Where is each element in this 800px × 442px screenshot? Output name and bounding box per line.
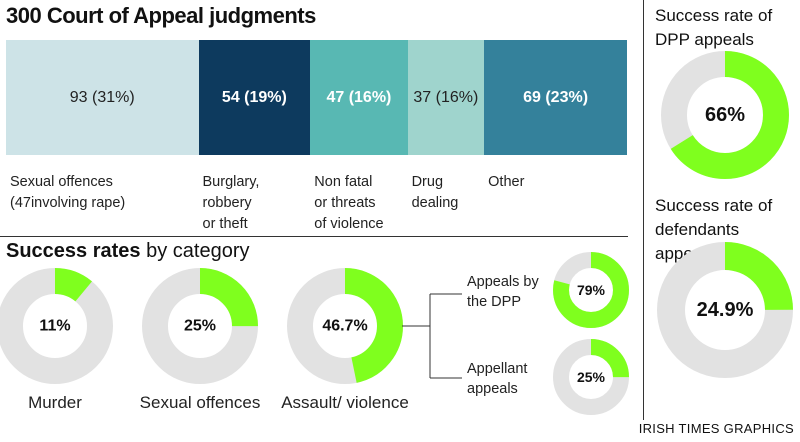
section-divider: [0, 236, 628, 237]
bar-segment: 69 (23%): [484, 40, 627, 155]
branch-donut: 25%: [553, 339, 629, 415]
bar-segment: 93 (31%): [6, 40, 199, 155]
donut-arc: [287, 268, 403, 384]
segment-value-label: 69 (23%): [523, 88, 589, 106]
category-donut-label: Murder: [28, 393, 82, 412]
segment-category-label: Drug dealing: [411, 174, 459, 211]
category-donut: 46.7%: [287, 268, 403, 384]
category-donut: 25%: [142, 268, 258, 384]
donut-arc: [553, 339, 629, 415]
side-divider: [643, 0, 644, 420]
defendants-donut: 24.9%: [657, 242, 793, 378]
donut-arc: [0, 268, 113, 384]
donut-arc: [661, 51, 789, 179]
category-donut-label: Assault/ violence: [281, 393, 409, 412]
branch-label: Appeals by the DPP: [467, 274, 539, 310]
donut-value-label: 25%: [184, 318, 216, 335]
segment-category-label: Other: [488, 174, 525, 190]
stacked-bar: 93 (31%) 54 (19%) 47 (16%) 37 (16%) 69 (23%): [6, 40, 627, 155]
segment-category-label: Burglary, robbery or theft: [202, 174, 260, 232]
bar-segment: 47 (16%): [310, 40, 408, 155]
branch-donut: 79%: [553, 252, 629, 328]
donut-value-label: 79%: [577, 282, 606, 298]
segment-value-label: 54 (19%): [221, 88, 287, 106]
segment-value-label: 47 (16%): [326, 88, 392, 106]
chart-title: 300 Court of Appeal judgments: [6, 3, 316, 28]
side-label-dpp: Success rate of DPP appeals: [655, 6, 773, 49]
segment-value-label: 93 (31%): [69, 88, 135, 106]
category-donut: 11%: [0, 268, 113, 384]
category-donut-label: Sexual offences: [139, 393, 261, 412]
dpp-donut: 66%: [661, 51, 789, 179]
donut-value-label: 24.9%: [697, 299, 754, 321]
credit: IRISH TIMES GRAPHICS: [638, 421, 794, 436]
donut-value-label: 11%: [39, 318, 70, 335]
bar-segment: 37 (16%): [407, 40, 485, 155]
donut-arc: [142, 268, 258, 384]
segment-value-label: 37 (16%): [413, 88, 479, 106]
segment-category-label: Non fatal or threats of violence: [314, 174, 384, 232]
donut-arc: [657, 242, 793, 378]
donut-value-label: 46.7%: [322, 318, 367, 335]
side-label-defendants: Success rate of defendants appeals: [655, 196, 773, 263]
bar-segment: 54 (19%): [198, 40, 311, 155]
section-title: Success rates by category: [6, 240, 250, 262]
segment-category-label: Sexual offences (47involving rape): [10, 174, 126, 211]
branch-label: Appellant appeals: [467, 361, 528, 397]
donut-arc: [553, 252, 629, 328]
donut-value-label: 66%: [705, 104, 745, 126]
donut-value-label: 25%: [577, 369, 606, 385]
